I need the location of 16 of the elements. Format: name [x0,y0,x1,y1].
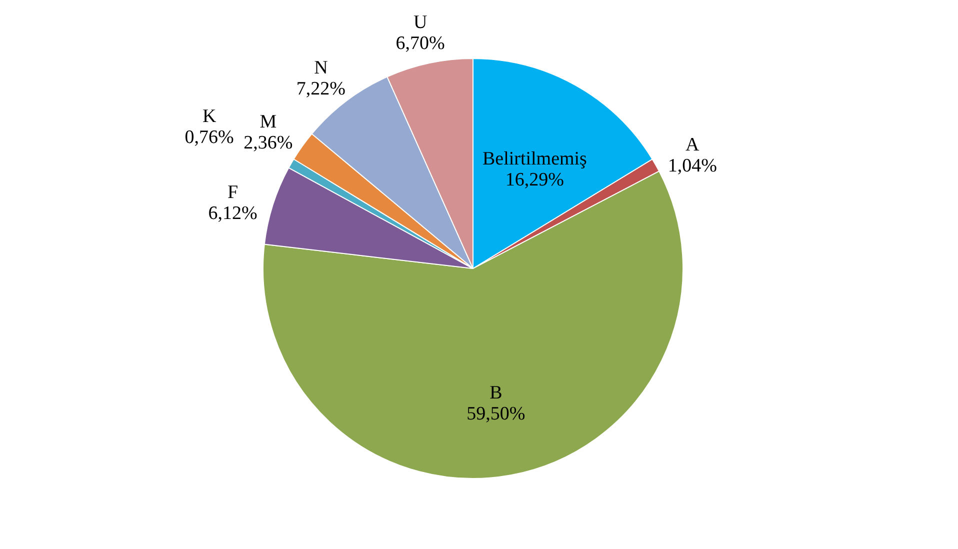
data-label: 6,12% [208,203,258,224]
data-label: 7,22% [296,78,346,100]
slice-label: N [314,58,328,79]
slice-label: Belirtilmemiş [482,148,587,170]
slice-label: A [686,134,700,156]
slice-label: B [490,382,502,404]
data-label: 2,36% [244,132,293,154]
slice-label: U [413,12,428,34]
data-label: 6,70% [396,33,446,54]
data-label: 0,76% [184,127,234,148]
data-label: 59,50% [466,403,526,424]
data-label: 16,29% [505,170,564,191]
data-label: 1,04% [668,155,718,176]
slice-label: M [260,112,277,133]
slice-label: K [202,106,216,128]
slice-label: F [228,182,238,204]
